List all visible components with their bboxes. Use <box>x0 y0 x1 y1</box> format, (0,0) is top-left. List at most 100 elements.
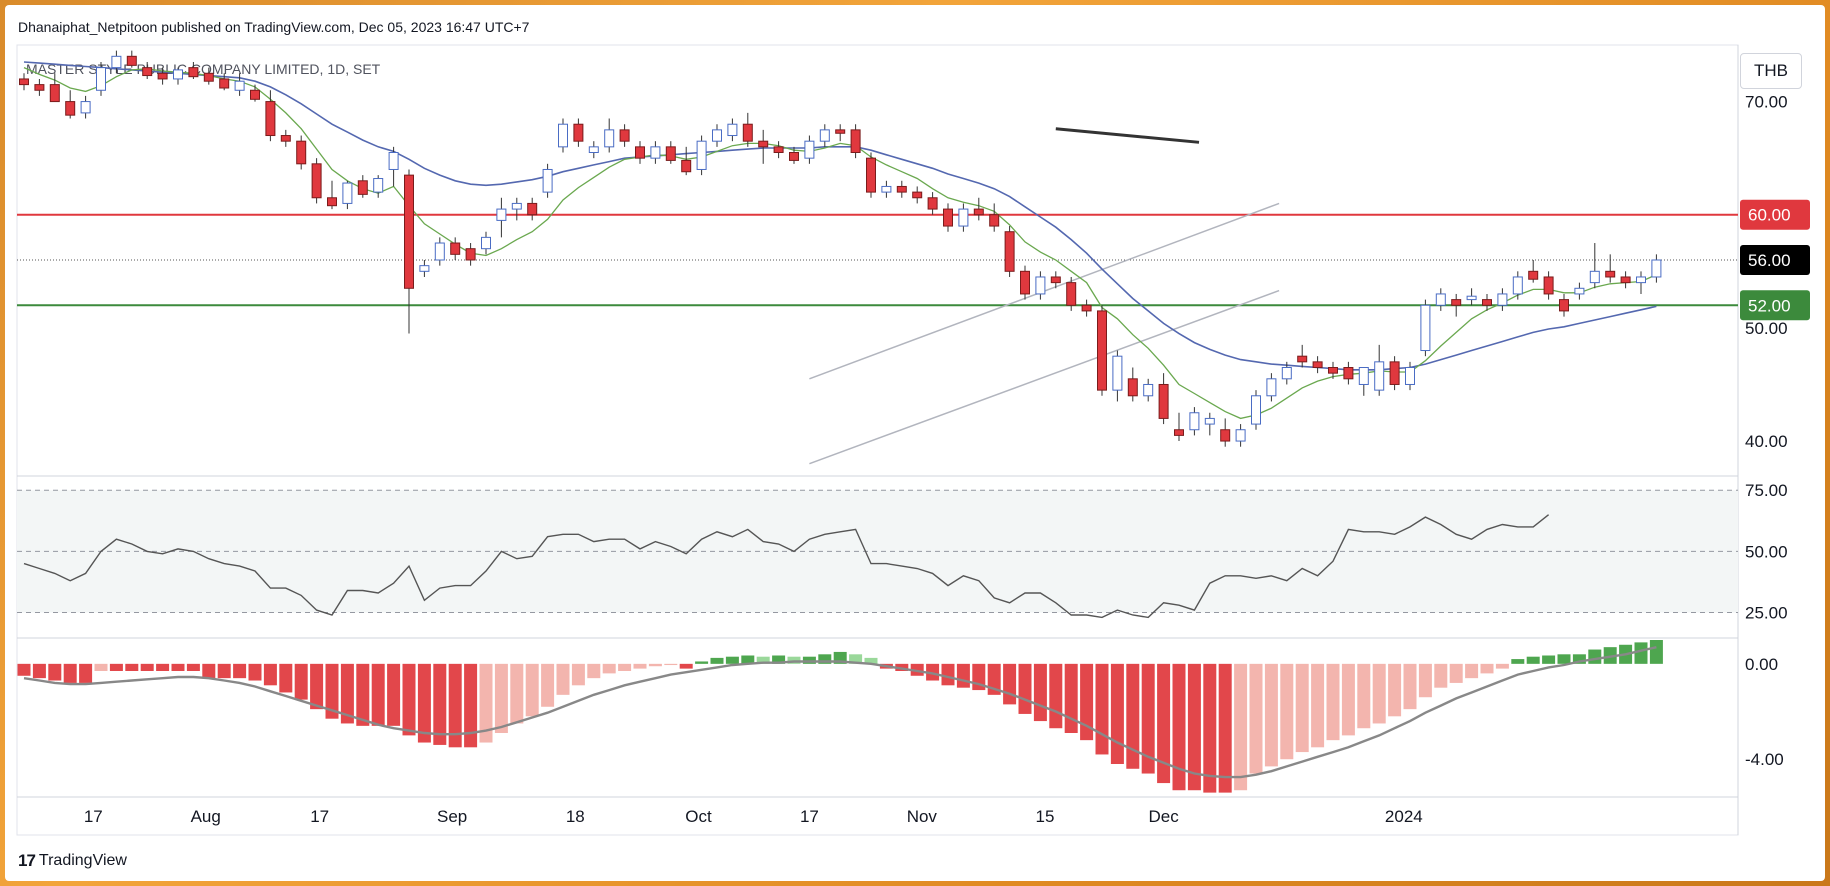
candle-up <box>804 140 815 159</box>
macd-histogram-bar <box>818 654 832 664</box>
candle-up <box>419 265 430 272</box>
macd-histogram-bar <box>32 663 46 679</box>
resistance-price-label: 60.00 <box>1748 206 1791 225</box>
candle-up <box>1466 295 1477 301</box>
candle-up <box>1035 276 1046 295</box>
candle-up <box>712 129 722 142</box>
ma-fast-line <box>23 67 1657 420</box>
price-tick-label: 70.00 <box>1745 93 1788 112</box>
candle-down <box>866 157 876 193</box>
ma-slow-line <box>23 61 1657 371</box>
macd-histogram-bar <box>1172 663 1186 791</box>
candle-down <box>1297 355 1308 363</box>
candle-down <box>573 123 584 142</box>
candle-down <box>357 180 368 195</box>
candle-up <box>496 208 507 221</box>
rsi-tick-label: 75.00 <box>1745 481 1788 500</box>
candle-down <box>219 78 230 89</box>
candle-down <box>188 67 199 78</box>
time-tick-label: Sep <box>437 807 467 826</box>
macd-histogram-bar <box>802 656 816 664</box>
candle-up <box>1589 270 1600 284</box>
candle-down <box>1343 367 1354 380</box>
time-tick-label: 15 <box>1036 807 1055 826</box>
candle-up <box>1112 355 1123 391</box>
candle-down <box>927 197 938 210</box>
candle-down <box>1081 304 1092 312</box>
macd-histogram-bar <box>233 663 247 679</box>
publisher-header: Dhanaiphat_Netpitoon published on Tradin… <box>18 19 530 35</box>
macd-histogram-bar <box>202 663 216 679</box>
candle-down <box>1220 429 1231 442</box>
candle-up <box>558 123 568 148</box>
macd-histogram-bar <box>1187 663 1201 791</box>
macd-histogram-bar <box>541 663 555 707</box>
macd-tick-label: -4.00 <box>1745 750 1784 769</box>
candle-up <box>342 182 353 204</box>
macd-histogram-bar <box>63 663 77 683</box>
macd-histogram-bar <box>1572 654 1586 664</box>
candle-up <box>1235 429 1246 442</box>
macd-histogram-bar <box>1557 654 1571 664</box>
candle-up <box>958 208 969 227</box>
candle-up <box>1405 367 1415 385</box>
candle-down <box>896 185 907 193</box>
tradingview-logo[interactable]: 17 TradingView <box>18 851 127 871</box>
macd-histogram-bar <box>1080 663 1094 741</box>
candle-down <box>250 89 260 100</box>
macd-histogram-bar <box>48 663 62 681</box>
candle-down <box>850 129 861 154</box>
candle-down <box>835 129 846 134</box>
candle-down <box>65 101 76 116</box>
time-tick-label: Aug <box>191 807 221 826</box>
macd-histogram-bar <box>494 663 508 733</box>
macd-histogram-bar <box>1449 663 1463 683</box>
macd-histogram-bar <box>1203 663 1217 793</box>
candle-down <box>1127 378 1138 397</box>
candle-down <box>742 123 753 142</box>
macd-histogram-bar <box>1634 642 1648 664</box>
macd-histogram-bar <box>695 661 709 664</box>
macd-histogram-bar <box>1480 663 1494 674</box>
candle-up <box>727 123 738 137</box>
macd-histogram-bar <box>833 651 847 664</box>
macd-histogram-bar <box>156 663 170 671</box>
candle-up <box>1358 367 1369 385</box>
macd-histogram-bar <box>1126 663 1140 769</box>
time-tick-label: 17 <box>84 807 103 826</box>
macd-histogram-bar <box>1588 649 1602 664</box>
candle-down <box>1174 429 1184 436</box>
candle-up <box>434 242 445 261</box>
macd-histogram-bar <box>109 663 123 671</box>
macd-tick-label: 0.00 <box>1745 655 1778 674</box>
currency-button[interactable]: THB <box>1740 53 1802 89</box>
candle-down <box>280 135 291 142</box>
support-price-label: 52.00 <box>1748 296 1791 315</box>
macd-histogram-bar <box>248 663 262 681</box>
candle-up <box>1251 395 1261 425</box>
candle-up <box>481 236 491 250</box>
chart-canvas[interactable]: MASTER STYLE PUBLIC COMPANY LIMITED, 1D,… <box>5 5 1825 845</box>
macd-histogram-bar <box>1542 655 1556 664</box>
macd-histogram-bar <box>1280 663 1294 760</box>
candle-down <box>943 208 953 227</box>
macd-histogram-bar <box>448 663 462 748</box>
macd-histogram-bar <box>741 655 755 664</box>
macd-histogram-bar <box>140 663 154 671</box>
candle-down <box>1451 299 1462 306</box>
candle-up <box>542 168 553 193</box>
macd-histogram-bar <box>1526 656 1540 664</box>
macd-histogram-bar <box>756 656 770 664</box>
macd-histogram-bar <box>356 663 370 726</box>
time-tick-label: 2024 <box>1385 807 1423 826</box>
candle-down <box>973 208 984 216</box>
candle-up <box>1374 361 1385 391</box>
macd-histogram-bar <box>294 663 308 700</box>
rsi-tick-label: 50.00 <box>1745 542 1788 561</box>
macd-histogram-bar <box>664 663 678 666</box>
macd-histogram-bar <box>602 663 616 674</box>
candle-down <box>49 84 60 103</box>
macd-histogram-bar <box>310 663 324 710</box>
time-tick-label: 17 <box>310 807 329 826</box>
macd-signal-line <box>23 646 1657 779</box>
